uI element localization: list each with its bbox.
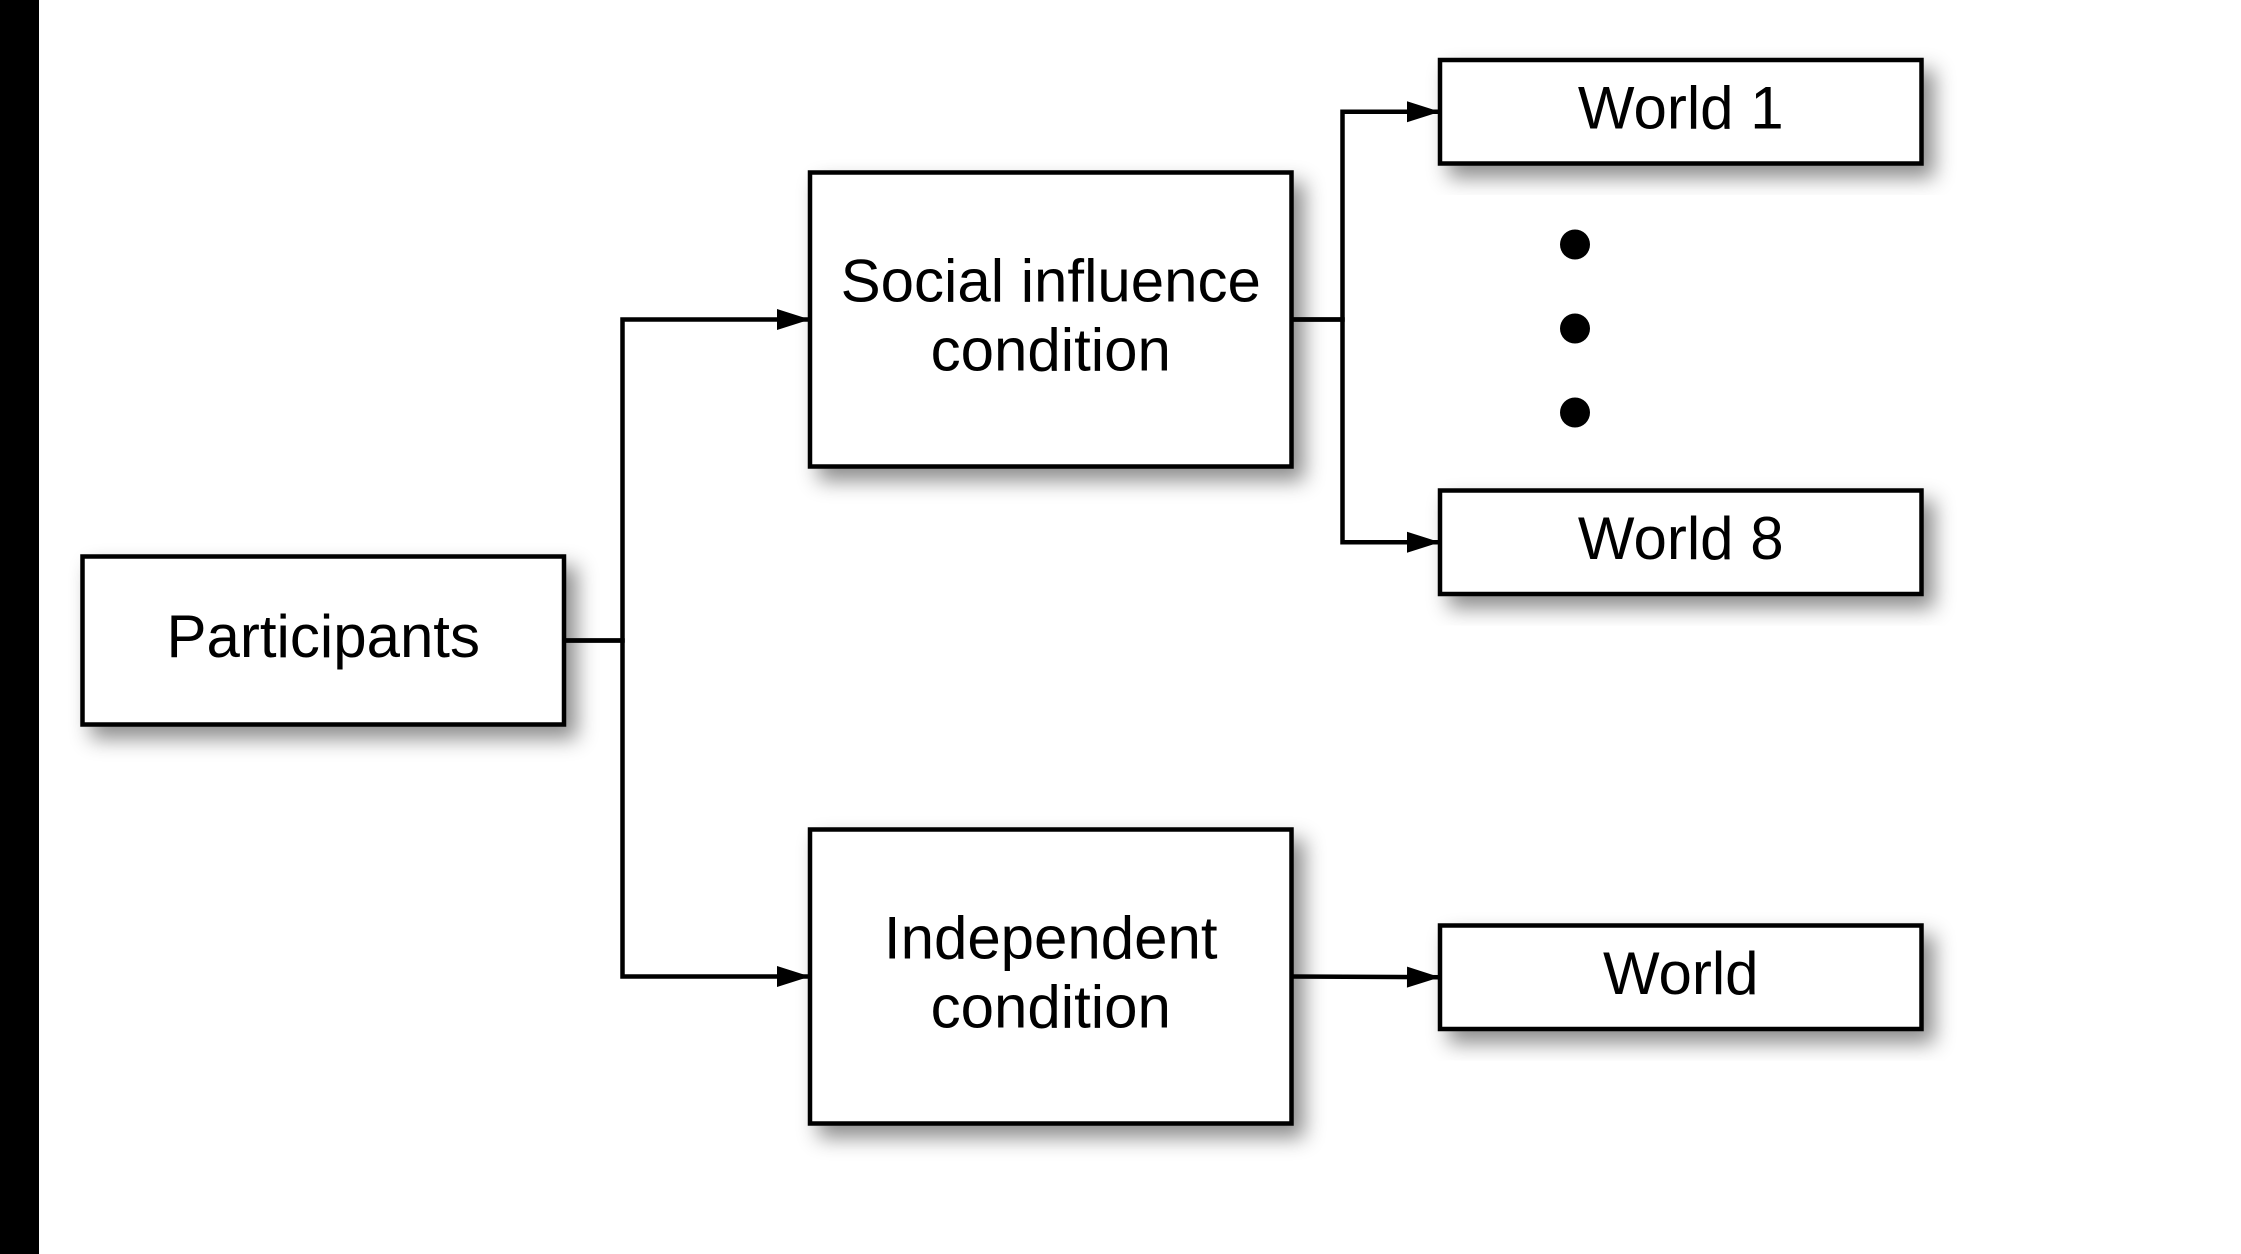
node-world: World <box>1440 926 1922 1030</box>
ellipsis-dot <box>1560 314 1590 344</box>
ellipsis-dot <box>1560 398 1590 428</box>
node-social-label: Social influence <box>841 248 1261 315</box>
node-independent-label: Independent <box>884 905 1218 972</box>
node-world1-label: World 1 <box>1578 74 1784 141</box>
ellipsis-dot <box>1560 230 1590 260</box>
node-world8: World 8 <box>1440 491 1922 595</box>
node-social-label: condition <box>931 317 1171 384</box>
node-social: Social influencecondition <box>810 173 1292 467</box>
node-world-label: World <box>1603 940 1759 1007</box>
flowchart-canvas: ParticipantsSocial influenceconditionInd… <box>0 0 2241 1254</box>
node-participants: Participants <box>83 557 565 725</box>
node-participants-label: Participants <box>167 603 480 670</box>
node-independent-label: condition <box>931 974 1171 1041</box>
left-sidebar-strip <box>0 0 39 1254</box>
node-world8-label: World 8 <box>1578 505 1784 572</box>
node-world1: World 1 <box>1440 60 1922 164</box>
node-independent: Independentcondition <box>810 830 1292 1124</box>
